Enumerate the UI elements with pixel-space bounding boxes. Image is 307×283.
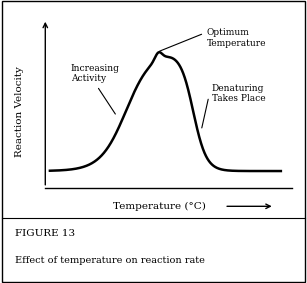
Text: Reaction Velocity: Reaction Velocity <box>15 66 24 157</box>
Text: FIGURE 13: FIGURE 13 <box>15 229 75 238</box>
Text: Effect of temperature on reaction rate: Effect of temperature on reaction rate <box>15 256 205 265</box>
Text: Optimum
Temperature: Optimum Temperature <box>160 28 266 51</box>
Text: Denaturing
Takes Place: Denaturing Takes Place <box>202 84 265 128</box>
Text: Temperature (°C): Temperature (°C) <box>114 202 206 211</box>
Text: Increasing
Activity: Increasing Activity <box>71 64 119 114</box>
